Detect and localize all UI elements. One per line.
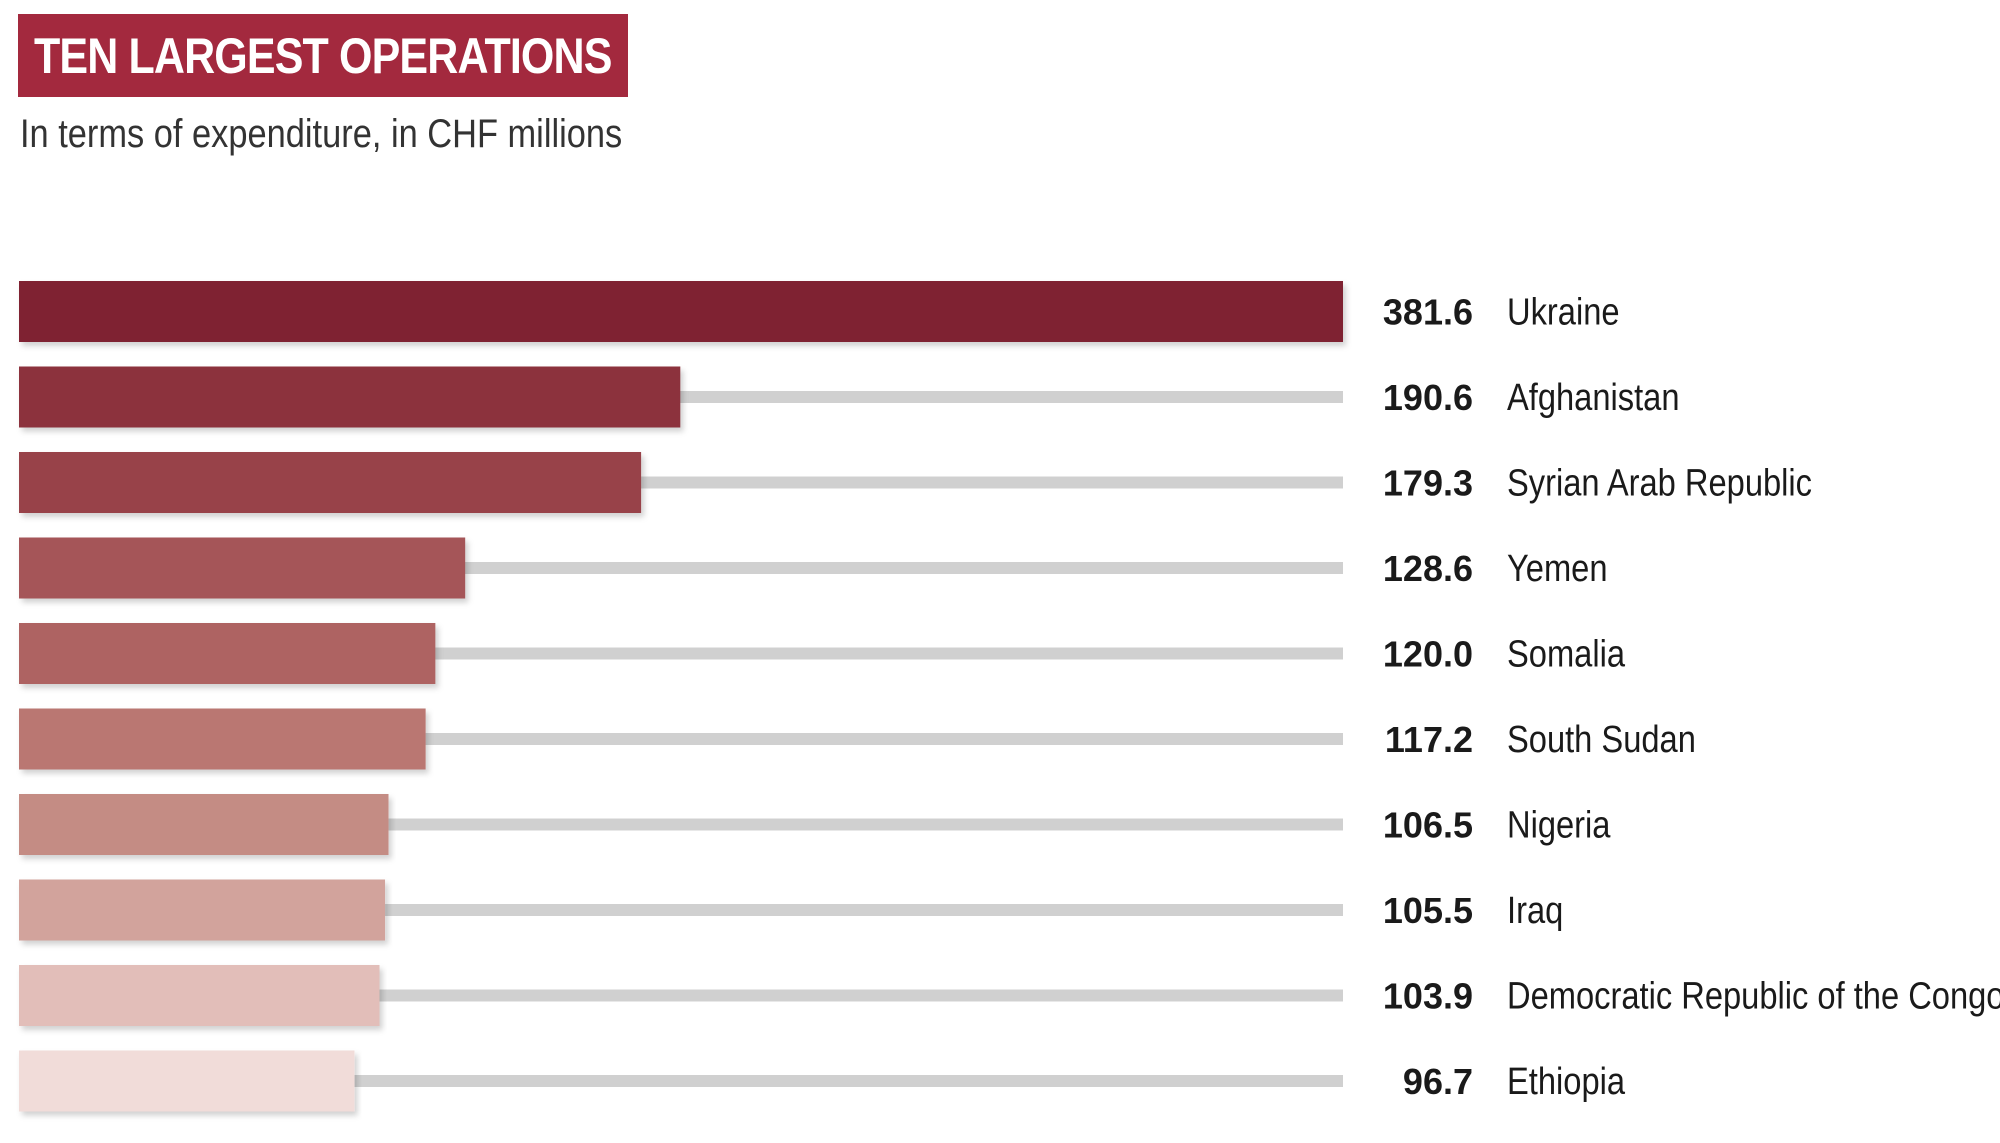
chart-subtitle: In terms of expenditure, in CHF millions [20, 112, 623, 156]
bar [19, 708, 426, 770]
value-label: 96.7 [1403, 1061, 1473, 1102]
value-label: 106.5 [1383, 805, 1473, 846]
category-label: Ethiopia [1507, 1060, 1625, 1103]
bar [19, 452, 642, 513]
bar [19, 1050, 355, 1112]
bar [19, 623, 436, 684]
category-label: Nigeria [1507, 803, 1611, 846]
category-label: Yemen [1507, 547, 1607, 590]
bar [19, 965, 380, 1026]
bar [19, 281, 1343, 342]
bar [19, 879, 386, 941]
value-label: 105.5 [1383, 890, 1473, 931]
value-label: 381.6 [1383, 292, 1473, 333]
value-label: 117.2 [1385, 719, 1473, 760]
bar [19, 794, 389, 855]
bar [19, 366, 681, 428]
chart-title-box: TEN LARGEST OPERATIONS [18, 14, 628, 97]
value-label: 179.3 [1383, 463, 1473, 504]
value-label: 103.9 [1383, 976, 1473, 1017]
category-label: Democratic Republic of the Congo [1507, 974, 2000, 1017]
category-label: Afghanistan [1507, 376, 1680, 419]
bar [19, 537, 466, 599]
category-label: Syrian Arab Republic [1507, 461, 1812, 504]
value-label: 128.6 [1383, 548, 1473, 589]
value-label: 190.6 [1383, 377, 1473, 418]
category-label: Somalia [1507, 632, 1625, 675]
chart-title: TEN LARGEST OPERATIONS [34, 27, 612, 84]
category-label: Ukraine [1507, 290, 1620, 333]
category-label: Iraq [1507, 889, 1563, 932]
category-label: South Sudan [1507, 718, 1696, 761]
value-label: 120.0 [1383, 634, 1473, 675]
